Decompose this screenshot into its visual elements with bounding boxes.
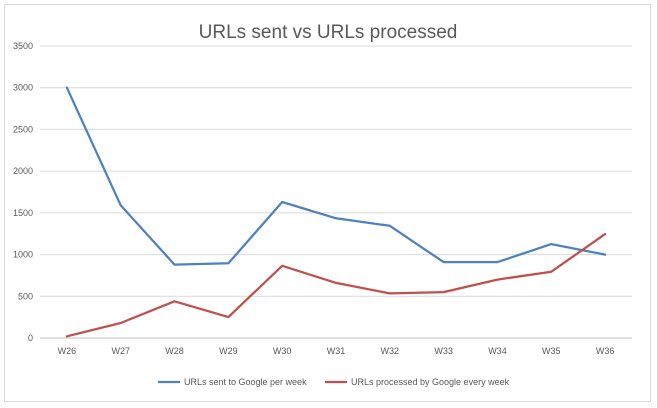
x-axis-ticks: W26 W27 W28 W29 W30 W31 W32 W33 W34 W35 W36	[58, 346, 615, 356]
chart-title: URLs sent vs URLs processed	[199, 22, 458, 43]
series-lines	[65, 86, 607, 338]
x-tick-label: W31	[327, 346, 346, 356]
x-tick-label: W30	[273, 346, 292, 356]
y-tick-label: 500	[18, 291, 33, 301]
series-line-1	[65, 86, 607, 266]
y-tick-label: 3000	[13, 83, 33, 93]
x-tick-label: W28	[165, 346, 184, 356]
y-axis-ticks: 0 500 1000 1500 2000 2500 3000 3500	[13, 41, 33, 343]
x-tick-label: W32	[381, 346, 400, 356]
x-tick-label: W34	[488, 346, 507, 356]
x-tick-label: W27	[111, 346, 130, 356]
y-tick-label: 1500	[13, 208, 33, 218]
chart-frame	[4, 4, 651, 402]
gridlines	[40, 45, 632, 339]
x-tick-label: W33	[434, 346, 453, 356]
x-tick-label: W29	[219, 346, 238, 356]
series-line-2	[65, 232, 607, 338]
y-tick-label: 0	[28, 333, 33, 343]
x-tick-label: W35	[542, 346, 561, 356]
legend-label: URLs processed by Google every week	[351, 377, 510, 387]
x-tick-label: W36	[596, 346, 615, 356]
y-tick-label: 2000	[13, 166, 33, 176]
y-tick-label: 2500	[13, 124, 33, 134]
legend: URLs sent to Google per week URLs process…	[158, 377, 510, 387]
y-tick-label: 1000	[13, 250, 33, 260]
legend-label: URLs sent to Google per week	[184, 377, 307, 387]
y-tick-label: 3500	[13, 41, 33, 51]
x-tick-label: W26	[58, 346, 77, 356]
